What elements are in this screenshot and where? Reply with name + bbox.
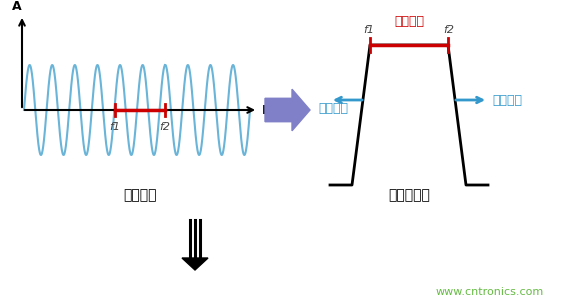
Text: A: A [12, 0, 22, 13]
Text: F: F [262, 105, 271, 118]
Text: f1: f1 [110, 122, 121, 132]
Text: 抑制频段: 抑制频段 [492, 94, 522, 106]
Text: f2: f2 [444, 25, 455, 35]
Text: 原始信号: 原始信号 [123, 188, 157, 202]
Text: f1: f1 [363, 25, 374, 35]
Polygon shape [265, 89, 310, 131]
Text: www.cntronics.com: www.cntronics.com [436, 287, 544, 297]
Text: 抑制频段: 抑制频段 [318, 102, 348, 114]
Polygon shape [182, 258, 208, 270]
Text: 工作频段: 工作频段 [394, 15, 424, 28]
Text: 滤波器响应: 滤波器响应 [388, 188, 430, 202]
Text: f2: f2 [160, 122, 170, 132]
